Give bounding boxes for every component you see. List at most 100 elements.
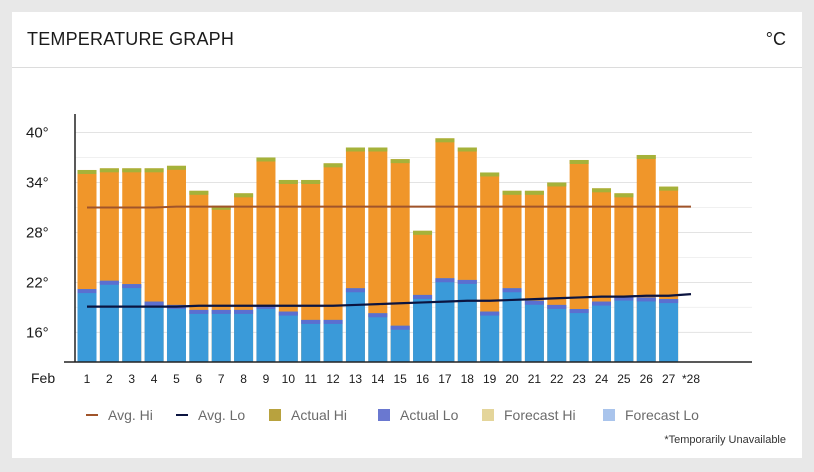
bar-actual-lo xyxy=(524,300,544,362)
bar-actual-lo xyxy=(457,279,477,362)
chart-bars xyxy=(77,138,679,362)
bar-actual-hi xyxy=(390,159,410,362)
bar-actual-hi-cap xyxy=(435,138,455,143)
bar-actual-lo-cap xyxy=(547,304,567,309)
bar-actual-hi-cap xyxy=(480,172,500,177)
bar-actual-lo xyxy=(99,280,119,362)
legend-actual-lo[interactable]: Actual Lo xyxy=(378,407,458,423)
bar-actual-lo-cap xyxy=(413,294,433,299)
bar-actual-hi-cap xyxy=(99,168,119,173)
bar-actual-hi-cap xyxy=(234,193,254,198)
bar-actual-lo-cap xyxy=(614,296,634,301)
bar-actual-lo-cap xyxy=(323,319,343,324)
bar-actual-lo-cap xyxy=(368,313,388,318)
bar-actual-hi-cap xyxy=(144,168,164,173)
bar-actual-lo xyxy=(569,309,589,362)
bar-actual-hi-cap xyxy=(592,188,612,193)
bar-actual-lo-cap xyxy=(211,309,231,314)
x-tick-label: 7 xyxy=(218,372,225,386)
avg-lo-line xyxy=(87,293,692,308)
x-tick-label: 16 xyxy=(416,372,430,386)
bar-actual-lo-cap xyxy=(435,278,455,283)
x-tick-label: 23 xyxy=(572,372,586,386)
y-tick-label: 28° xyxy=(26,224,49,241)
x-tick-label: 24 xyxy=(595,372,609,386)
legend-actual-hi[interactable]: Actual Hi xyxy=(269,407,347,423)
page-title: TEMPERATURE GRAPH xyxy=(27,29,235,49)
bar-actual-lo xyxy=(368,313,388,362)
bar-actual-lo-cap xyxy=(345,288,365,293)
legend-forecast-lo-label: Forecast Lo xyxy=(625,407,699,423)
bar-actual-lo xyxy=(211,309,231,362)
bar-actual-lo xyxy=(636,297,656,362)
bar-actual-lo xyxy=(390,325,410,362)
legend-avg-hi[interactable]: Avg. Hi xyxy=(86,407,153,423)
x-tick-label: 10 xyxy=(282,372,296,386)
bar-actual-hi xyxy=(323,163,343,362)
legend-avg-lo[interactable]: Avg. Lo xyxy=(176,407,245,423)
bar-actual-lo-cap xyxy=(278,311,298,316)
avg-lo-swatch xyxy=(176,414,188,416)
x-tick-label: 20 xyxy=(505,372,519,386)
bar-actual-lo-cap xyxy=(122,284,142,289)
card-header: TEMPERATURE GRAPH °C xyxy=(12,12,802,68)
bar-actual-lo-cap xyxy=(234,309,254,314)
forecast-lo-swatch xyxy=(603,409,615,421)
bar-actual-hi-cap xyxy=(166,165,186,170)
bar-actual-lo xyxy=(480,311,500,362)
bar-actual-hi-cap xyxy=(211,205,231,210)
x-tick-label: 8 xyxy=(240,372,247,386)
legend-forecast-lo[interactable]: Forecast Lo xyxy=(603,407,699,423)
bar-actual-hi-cap xyxy=(524,190,544,195)
actual-hi-swatch xyxy=(269,409,281,421)
bar-actual-lo xyxy=(144,301,164,362)
x-tick-label: *28 xyxy=(682,372,700,386)
bar-actual-lo-cap xyxy=(592,301,612,306)
legend-actual-lo-label: Actual Lo xyxy=(400,407,459,423)
x-tick-label: 18 xyxy=(461,372,475,386)
bar-actual-lo xyxy=(592,301,612,362)
bar-actual-hi-cap xyxy=(413,230,433,235)
x-tick-label: 19 xyxy=(483,372,497,386)
bar-actual-hi xyxy=(301,179,321,362)
bar-actual-lo-cap xyxy=(99,280,119,285)
x-tick-label: 13 xyxy=(349,372,363,386)
bar-actual-hi xyxy=(368,147,388,362)
bar-actual-lo-cap xyxy=(256,304,276,309)
bar-actual-lo xyxy=(614,296,634,362)
bar-actual-hi-cap xyxy=(323,163,343,168)
bar-actual-hi-cap xyxy=(189,190,209,195)
x-tick-label: 4 xyxy=(151,372,158,386)
actual-lo-swatch xyxy=(378,409,390,421)
bar-actual-lo-cap xyxy=(636,297,656,302)
bar-actual-lo xyxy=(413,294,433,362)
x-tick-label: 1 xyxy=(84,372,91,386)
x-tick-label: 17 xyxy=(438,372,452,386)
x-axis-label: Feb xyxy=(31,370,55,386)
bar-actual-lo xyxy=(166,304,186,362)
bar-actual-hi-cap xyxy=(502,190,522,195)
x-axis-labels: Feb 1 2 3 4 5 6 7 8 9 10 11 12 13 14 15 16 17 18 19 20 21 22 23… xyxy=(31,370,700,386)
x-tick-label: 25 xyxy=(617,372,631,386)
bar-actual-lo-cap xyxy=(480,311,500,316)
legend-forecast-hi-label: Forecast Hi xyxy=(504,407,576,423)
bar-actual-lo xyxy=(547,304,567,362)
bar-actual-hi-cap xyxy=(547,182,567,187)
forecast-hi-swatch xyxy=(482,409,494,421)
x-tick-label: 15 xyxy=(394,372,408,386)
bar-actual-hi-cap xyxy=(457,147,477,152)
y-axis-labels: 40° 34° 28° 22° 16° xyxy=(26,125,49,342)
legend-forecast-hi[interactable]: Forecast Hi xyxy=(482,407,576,423)
chart-axes xyxy=(64,114,752,363)
x-tick-label: 5 xyxy=(173,372,180,386)
avg-hi-swatch xyxy=(86,414,98,416)
avg-hi-line xyxy=(87,205,691,209)
bar-actual-lo xyxy=(502,288,522,362)
x-tick-label: 6 xyxy=(196,372,203,386)
bar-actual-lo xyxy=(256,304,276,362)
bar-actual-lo xyxy=(278,311,298,362)
x-tick-label: 21 xyxy=(528,372,542,386)
y-tick-label: 34° xyxy=(26,174,49,191)
average-lines xyxy=(87,205,692,308)
unit-toggle[interactable]: °C xyxy=(765,29,786,49)
